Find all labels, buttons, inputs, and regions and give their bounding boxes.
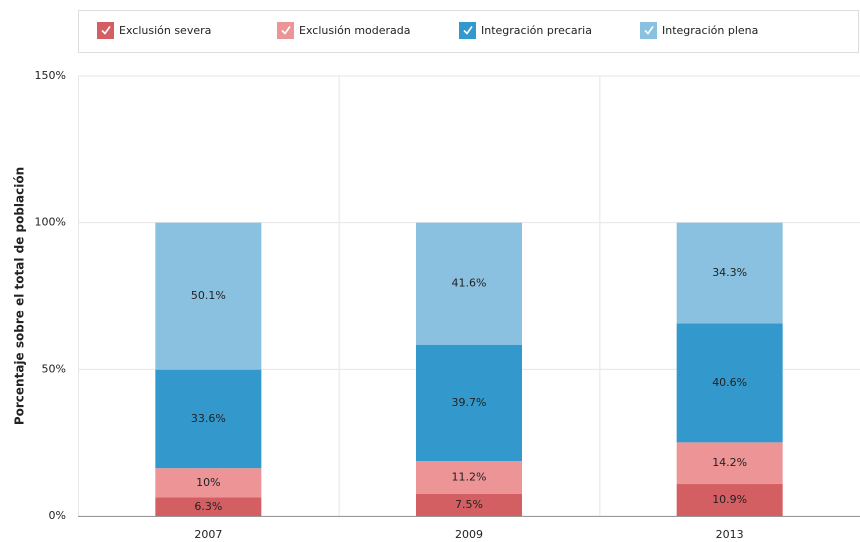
- bar-segment: [416, 461, 522, 494]
- y-tick-label: 50%: [42, 362, 66, 375]
- bar-segment: [155, 497, 262, 516]
- data-label: 41.6%: [452, 277, 487, 290]
- legend-swatch[interactable]: [277, 22, 294, 39]
- data-label: 10.9%: [712, 493, 747, 506]
- data-label: 7.5%: [455, 498, 483, 511]
- bar-segment: [676, 323, 783, 443]
- y-tick-label: 0%: [49, 509, 66, 522]
- data-label: 11.2%: [452, 471, 487, 484]
- bar-segment: [676, 442, 783, 485]
- legend-swatch[interactable]: [640, 22, 657, 39]
- bar-segment: [416, 494, 522, 516]
- x-tick-label: 2007: [194, 528, 222, 541]
- legend-check: [101, 26, 111, 35]
- y-tick-label: 150%: [35, 69, 66, 82]
- x-tick-label: 2009: [455, 528, 483, 541]
- data-label: 40.6%: [712, 376, 747, 389]
- legend-label[interactable]: Integración plena: [662, 24, 758, 37]
- legend-label[interactable]: Exclusión moderada: [299, 24, 411, 37]
- data-label: 50.1%: [191, 289, 226, 302]
- legend-check: [463, 26, 473, 35]
- legend-swatch[interactable]: [459, 22, 476, 39]
- legend-label[interactable]: Integración precaria: [481, 24, 592, 37]
- bar-segment: [416, 344, 522, 462]
- data-label: 33.6%: [191, 412, 226, 425]
- data-label: 34.3%: [712, 266, 747, 279]
- bar-segment: [155, 369, 262, 469]
- legend-swatch[interactable]: [97, 22, 114, 39]
- x-tick-label: 2013: [716, 528, 744, 541]
- data-label: 14.2%: [712, 456, 747, 469]
- y-tick-label: 100%: [35, 216, 66, 229]
- data-label: 39.7%: [452, 396, 487, 409]
- bar-segment: [676, 484, 783, 516]
- data-label: 10%: [196, 476, 220, 489]
- bar-segment: [155, 468, 262, 498]
- y-axis-label: Porcentaje sobre el total de población: [13, 167, 27, 425]
- legend-check: [281, 26, 291, 35]
- legend-check: [644, 26, 654, 35]
- data-label: 6.3%: [194, 500, 222, 513]
- bar-segment: [676, 222, 783, 324]
- bar-segment: [155, 222, 262, 370]
- legend-label[interactable]: Exclusión severa: [119, 24, 211, 37]
- bar-segment: [416, 222, 522, 345]
